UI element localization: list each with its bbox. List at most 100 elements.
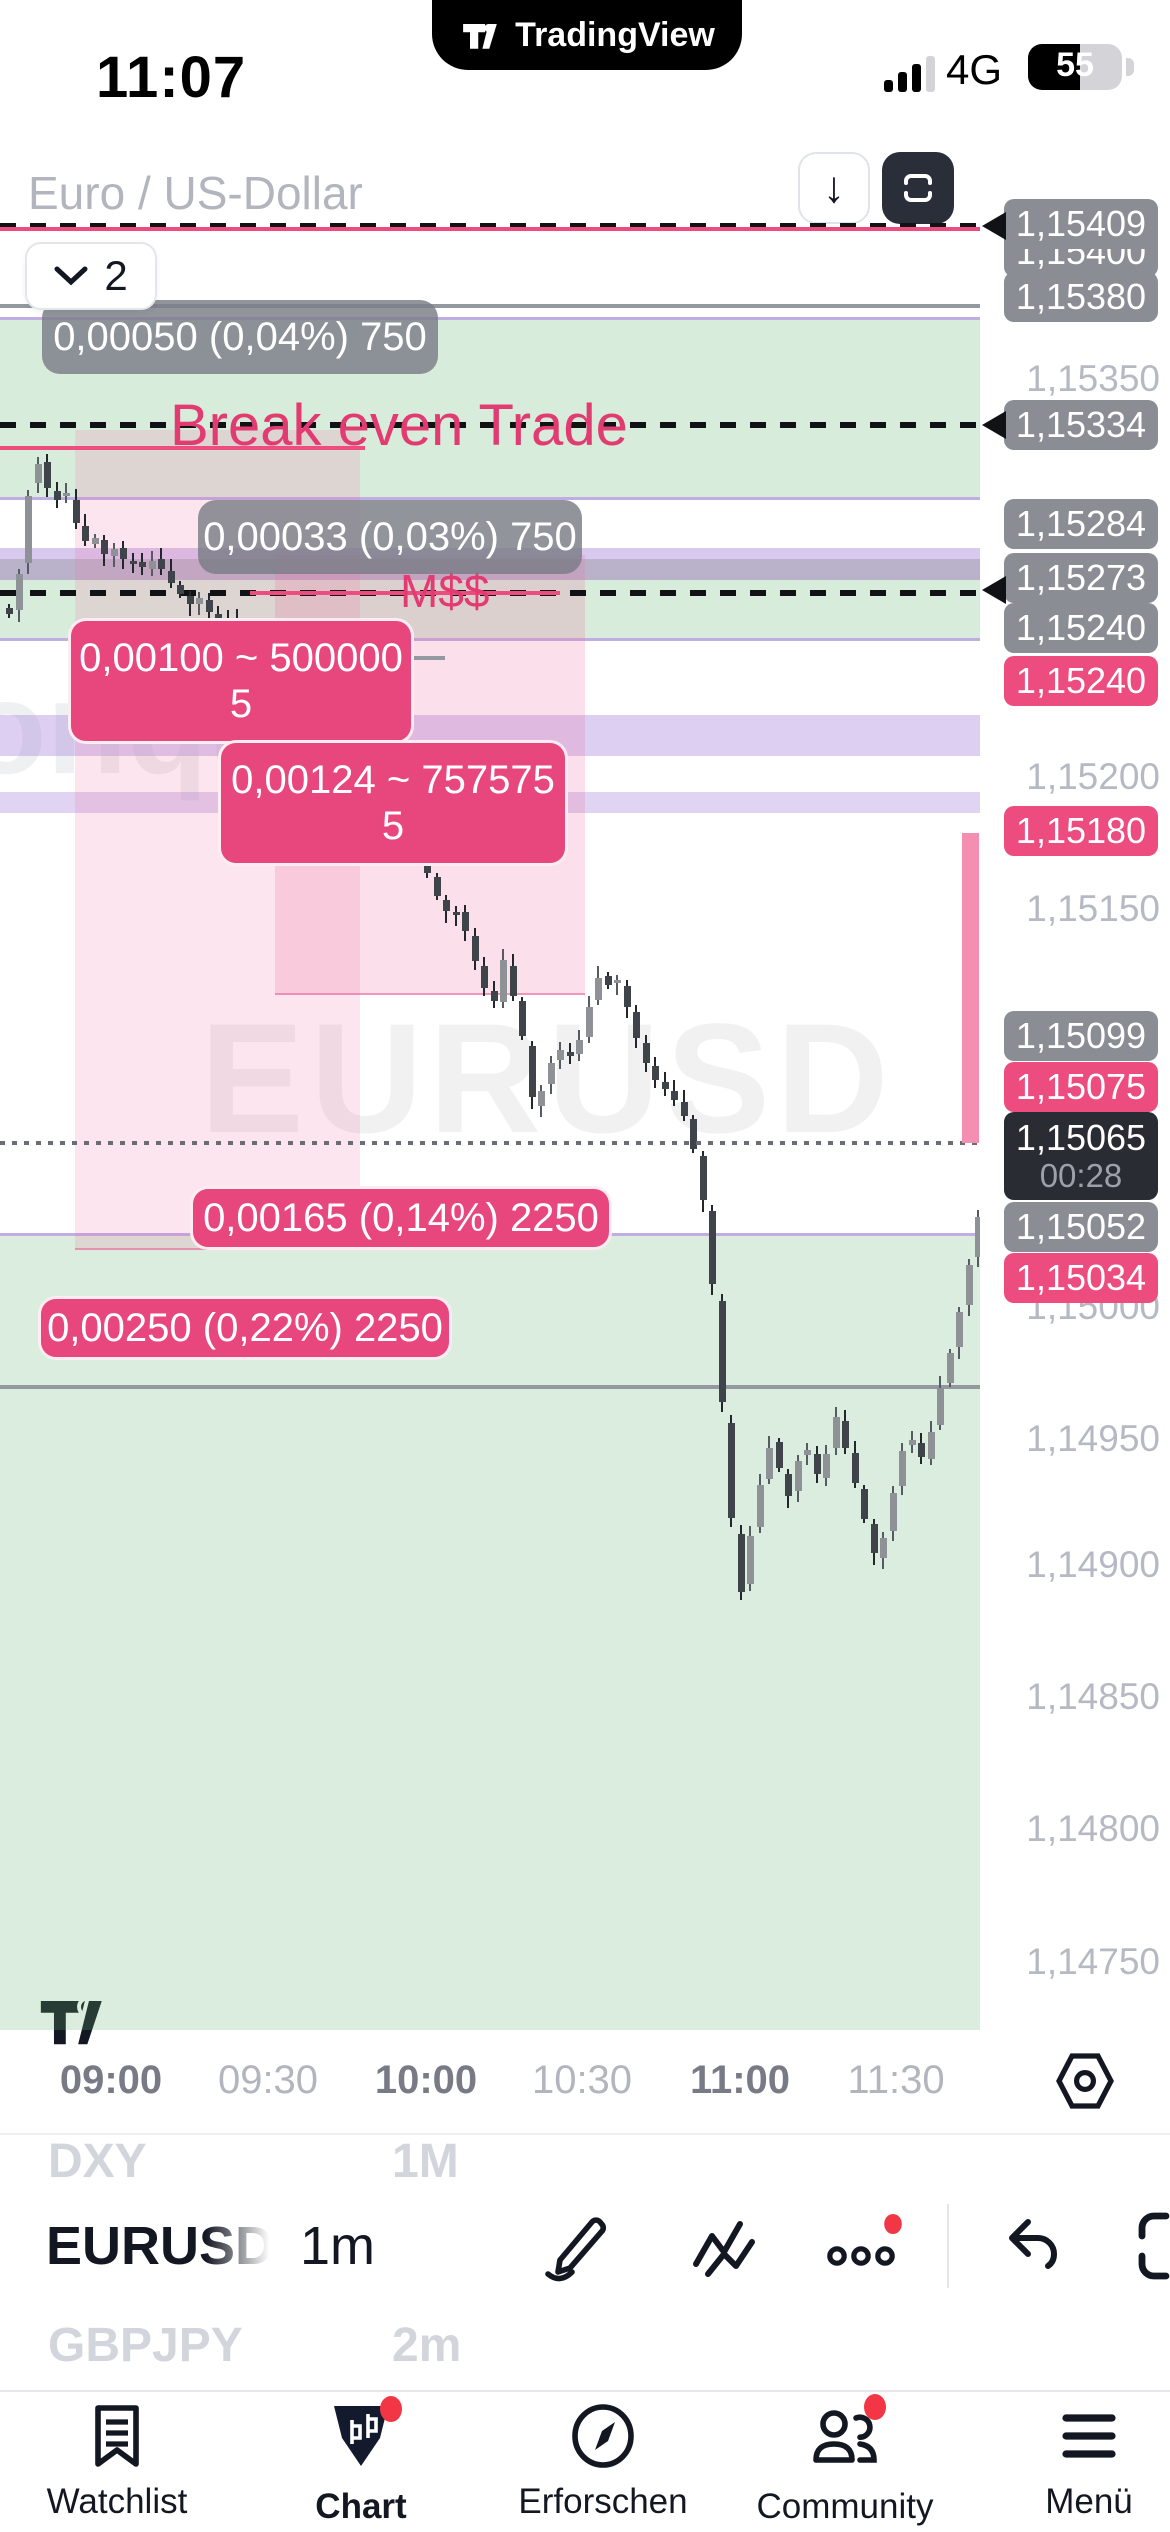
undo-icon[interactable] [996, 2210, 1068, 2282]
compass-icon [572, 2404, 634, 2468]
pill-line1: 0,00033 (0,03%) 750 [203, 515, 577, 559]
candle-body [129, 561, 137, 565]
candle-body [842, 1421, 849, 1448]
chart-toolbar: EURUSD 1m [0, 2186, 1170, 2306]
candle-body [699, 1155, 707, 1200]
candle-body [775, 1441, 783, 1469]
more-options-icon[interactable] [821, 2208, 911, 2284]
menu-icon [1062, 2414, 1116, 2458]
time-tick: 11:30 [847, 2058, 945, 2102]
axis-price-label: 1,14850 [1026, 1676, 1160, 1717]
candle-body [148, 561, 156, 569]
signal-strength-icon [884, 56, 935, 92]
dynamic-island-tradingview: TradingView [432, 0, 742, 70]
candle-body [566, 1051, 574, 1057]
chart-icon [334, 2406, 388, 2466]
line-mss-pink[interactable] [250, 591, 560, 595]
price-badge-gray: 1,15334 [1004, 400, 1158, 450]
axis-price-label: 1,15350 [1026, 358, 1160, 399]
axis-price-label: 1,14800 [1026, 1808, 1160, 1849]
candle-body [528, 1045, 536, 1097]
candle-body [975, 1217, 980, 1257]
time-tick: 09:30 [217, 2058, 319, 2102]
candle-body [937, 1388, 944, 1426]
candle-body [110, 549, 118, 556]
candle-body [671, 1090, 678, 1100]
toolbar-symbol[interactable]: EURUSD [46, 2216, 275, 2276]
trendlines-icon[interactable] [684, 2208, 760, 2284]
nav-label: Community [756, 2487, 934, 2526]
time-axis[interactable]: 09:00 09:30 10:00 10:30 11:00 11:30 [0, 2030, 1170, 2135]
candle-body [25, 496, 32, 563]
tradingview-watermark-logo [36, 1996, 108, 2049]
line-entry-pink[interactable] [0, 446, 365, 450]
drawings-collapse-button[interactable]: 2 [25, 242, 157, 310]
candle-body [823, 1453, 830, 1478]
nav-item-community[interactable]: Community [745, 2394, 945, 2527]
price-badge-black: 1,15065 00:28 [1004, 1112, 1158, 1200]
candle-body [861, 1488, 868, 1519]
candle-body [139, 562, 146, 568]
nav-item-watchlist[interactable]: Watchlist [17, 2400, 217, 2522]
candle-body [870, 1524, 878, 1553]
candle-body [623, 985, 631, 1008]
candle-body [91, 538, 99, 545]
candle-body [965, 1264, 973, 1305]
candle-body [557, 1049, 564, 1061]
trade-stat-pill[interactable]: 0,00033 (0,03%) 750 [198, 500, 582, 574]
candle-body [490, 991, 498, 1001]
candle-body [661, 1081, 669, 1090]
candle-body [205, 600, 213, 613]
candle-body [538, 1091, 545, 1106]
nav-item-menu[interactable]: Menü [989, 2400, 1170, 2522]
chevron-down-icon [54, 266, 88, 286]
price-badge-gray: 1,15273 [1004, 553, 1158, 603]
trade-stat-pill[interactable]: 0,00124 ~ 757575 5 [218, 740, 568, 866]
nav-label: Erforschen [518, 2482, 688, 2521]
candle-body [158, 559, 165, 569]
annotation-text[interactable]: M$$ [400, 565, 490, 618]
time-tick: 10:00 [374, 2058, 478, 2102]
trade-stat-pill[interactable]: 0,00050 (0,04%) 750 [42, 300, 438, 374]
bottom-navigation: Watchlist Chart Erforschen [0, 2392, 1170, 2532]
nav-label: Chart [315, 2487, 407, 2526]
pill-line2: 5 [381, 804, 405, 848]
price-badge-gray: 1,15240 [1004, 603, 1158, 653]
network-type: 4G [946, 46, 1003, 93]
candle-body [585, 1006, 593, 1037]
draw-pen-icon[interactable] [540, 2208, 616, 2284]
candle-body [918, 1442, 925, 1457]
hidden-watchlist-interval: 2m [392, 2319, 462, 2372]
line-break-even-dashed[interactable] [0, 422, 980, 428]
candle-body [471, 935, 479, 961]
position-pink-bar [962, 833, 979, 1143]
candle-body [804, 1450, 811, 1455]
price-pointer-arrow [982, 576, 1006, 604]
trade-stat-pill[interactable]: 0,00250 (0,22%) 2250 [38, 1296, 452, 1360]
axis-price-label: 1,15150 [1026, 888, 1160, 929]
trade-stat-pill[interactable]: 0,00100 ~ 500000 5 [68, 618, 414, 744]
scroll-to-latest-button[interactable]: ↓ [798, 152, 870, 224]
nav-item-chart[interactable]: Chart [261, 2396, 461, 2527]
candle-body [718, 1301, 726, 1402]
trade-stat-pill[interactable]: 0,00165 (0,14%) 2250 [190, 1186, 612, 1250]
session-hexagon-icon[interactable] [1056, 2050, 1114, 2112]
candle-body [633, 1012, 640, 1039]
line-current-price-dotted [0, 1141, 980, 1145]
price-badge-gray: 1,15099 [1004, 1011, 1158, 1061]
toolbar-interval-button[interactable]: 1m [300, 2216, 376, 2276]
line-upper-dashed[interactable] [0, 223, 980, 229]
annotation-text[interactable]: Break even Trade [170, 393, 628, 459]
symbol-watermark: EURUSD [200, 992, 895, 1166]
time-tick: 09:00 [59, 2058, 163, 2102]
axis-price-label: 1,14900 [1026, 1544, 1160, 1585]
nav-item-explore[interactable]: Erforschen [503, 2400, 703, 2522]
candle-body [53, 491, 61, 501]
screenshot-button[interactable] [882, 152, 954, 224]
candle-body [481, 965, 488, 988]
nav-label: Watchlist [46, 2482, 188, 2521]
candle-body [500, 960, 507, 1002]
price-chart[interactable]: onqu EURUSD Break even TradeM$$$$0,00050… [0, 0, 980, 2030]
expand-icon-partial[interactable] [1138, 2208, 1170, 2284]
battery-percent: 55 [1056, 46, 1094, 84]
